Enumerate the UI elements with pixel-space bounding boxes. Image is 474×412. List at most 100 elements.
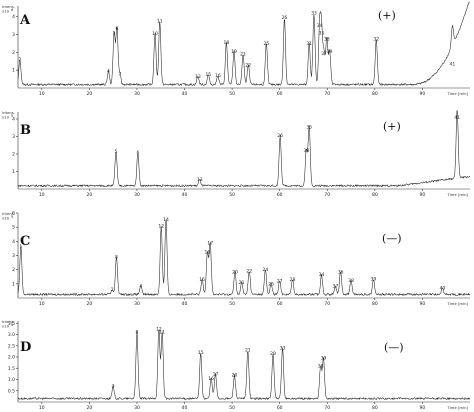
- x-tick-label: 30: [134, 301, 140, 307]
- peak-label: 24: [263, 267, 269, 273]
- y-exponent-label: 5: [11, 322, 14, 327]
- peak-label: 14: [163, 217, 169, 223]
- peak-label: 13: [195, 74, 201, 80]
- y-tick-label: 1.5: [8, 366, 15, 372]
- peak-label: 2: [111, 287, 114, 293]
- y-tick-label: 3: [12, 32, 15, 38]
- peak-label: 32: [373, 37, 379, 43]
- peak-label: 12: [156, 326, 162, 332]
- y-tick-label: 4: [12, 14, 15, 20]
- y-tick-label: 1.0: [8, 377, 15, 383]
- x-tick-label: 80: [372, 192, 378, 198]
- x-tick-label: 10: [39, 192, 45, 198]
- peak-label: 13: [197, 177, 203, 183]
- x-tick-label: 50: [229, 91, 235, 97]
- y-tick-label: 2: [12, 267, 15, 273]
- peak-label: 39: [327, 49, 333, 55]
- y-unit-label: Intens.: [2, 110, 15, 115]
- peak-label: 5: [113, 30, 116, 36]
- peak-label: 20: [232, 372, 238, 378]
- y-tick-label: 3.0: [8, 332, 15, 338]
- peak-label: 5: [115, 149, 118, 155]
- x-tick-label: 20: [87, 91, 93, 97]
- x-tick-label: 60: [277, 301, 283, 307]
- peak-label: 21: [245, 348, 251, 354]
- ionization-mode: (+): [383, 120, 401, 133]
- x-tick-label: 90: [420, 91, 426, 97]
- x-tick-label: 70: [324, 91, 330, 97]
- x-tick-label: 90: [420, 192, 426, 198]
- peak-label: 16: [215, 73, 221, 79]
- peak-label: 2: [18, 57, 21, 63]
- peak-label: 25: [263, 41, 269, 47]
- peak-label: 22: [245, 62, 251, 68]
- x-tick-label: 90: [420, 301, 426, 307]
- x-tick-label: 50: [229, 405, 235, 411]
- x-tick-label: 30: [134, 192, 140, 198]
- peak-label: 25: [268, 281, 274, 287]
- panel-letter: D: [20, 340, 31, 355]
- peak-label: 16: [204, 250, 210, 256]
- panel-a: Intens.x10 610 20 30 40 50 60 70 80 90 Time [min]1…: [2, 1, 470, 97]
- peak-label: 33: [280, 345, 286, 351]
- peak-label: 21: [239, 280, 245, 286]
- ionization-mode: (—): [382, 232, 402, 245]
- panel-letter: B: [20, 123, 31, 138]
- y-unit-label: Intens.: [2, 4, 15, 9]
- y-tick-label: 0.5: [8, 388, 15, 394]
- x-unit-label: Time [min]: [446, 192, 468, 197]
- panel-b: Intens.x10 510 20 30 40 50 60 70 80 90 Time [min]1…: [2, 110, 471, 198]
- peak-label: 10: [152, 31, 158, 37]
- y-tick-label: 3: [12, 134, 15, 140]
- peak-label: 4: [139, 284, 142, 290]
- peak-label: 27: [277, 279, 283, 285]
- peak-label: 16: [208, 376, 214, 382]
- peak-label: 4: [107, 69, 110, 75]
- peak-label: 18: [224, 40, 230, 46]
- y-exponent-label: 5: [11, 214, 14, 219]
- y-exponent-label: 6: [11, 7, 14, 12]
- y-tick-label: 2.5: [8, 343, 15, 349]
- y-tick-label: 1: [12, 68, 15, 74]
- y-tick-label: 5: [12, 225, 15, 231]
- peak-label: 7: [118, 71, 121, 77]
- peak-label: 21: [240, 52, 246, 58]
- peak-label: 33: [311, 11, 317, 17]
- chromatogram-trace: [17, 219, 471, 296]
- x-tick-label: 70: [324, 405, 330, 411]
- peak-label: 35: [319, 30, 325, 36]
- peak-label: 26: [282, 15, 288, 21]
- peak-label: 37: [321, 51, 327, 57]
- chromatogram-trace: [17, 110, 471, 187]
- peak-label: 34: [319, 272, 325, 278]
- x-tick-label: 50: [229, 192, 235, 198]
- peak-label: 41: [454, 115, 460, 121]
- chromatogram-trace: [17, 329, 471, 400]
- peak-label: 29: [270, 351, 276, 357]
- peak-label: 20: [232, 269, 238, 275]
- peak-label: 8: [115, 254, 118, 260]
- peak-label: 12: [158, 223, 164, 229]
- peak-label: 15: [199, 277, 205, 283]
- y-tick-label: 4: [12, 117, 15, 123]
- x-tick-label: 80: [372, 301, 378, 307]
- x-tick-label: 40: [182, 405, 188, 411]
- peak-label: 8: [136, 330, 139, 336]
- peak-label: 3: [112, 384, 115, 390]
- peak-label: 6: [136, 150, 139, 156]
- peak-label: 39: [371, 276, 377, 282]
- peak-label: 41: [450, 62, 456, 68]
- y-tick-label: 2.0: [8, 355, 15, 361]
- x-tick-label: 10: [39, 405, 45, 411]
- peak-label: 38: [348, 278, 354, 284]
- peak-label: 26: [277, 133, 283, 139]
- x-tick-label: 30: [134, 91, 140, 97]
- chromatogram-trace: [17, 1, 470, 86]
- x-tick-label: 80: [372, 405, 378, 411]
- peak-label: 28: [290, 277, 296, 283]
- y-scale-label: x10: [2, 216, 10, 221]
- x-tick-label: 50: [229, 301, 235, 307]
- x-tick-label: 70: [324, 192, 330, 198]
- y-tick-label: 3.5: [8, 321, 15, 327]
